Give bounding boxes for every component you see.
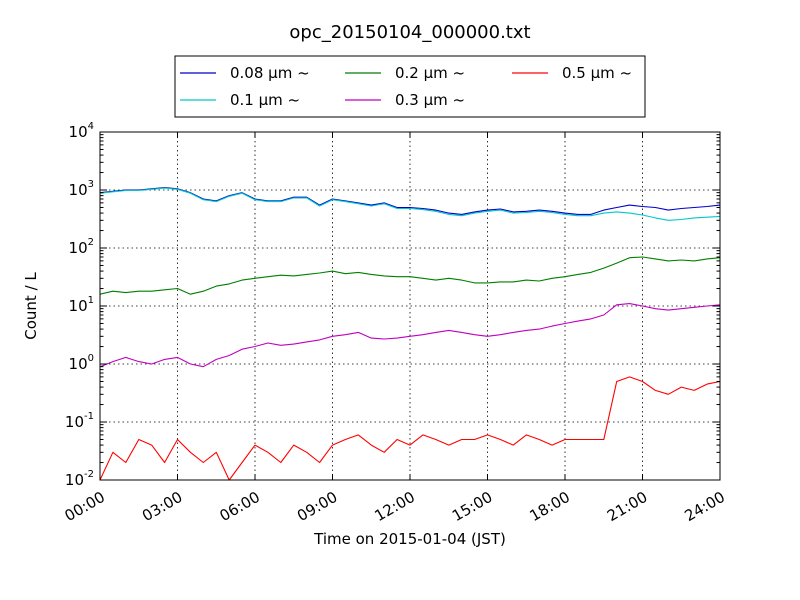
legend-label-3: 0.2 μm ~ — [395, 64, 465, 82]
legend-label-5: 0.5 μm ~ — [562, 64, 632, 82]
legend: 0.08 μm ~ 0.1 μm ~ 0.2 μm ~ 0.3 μm ~ 0.5 μm … — [174, 55, 646, 118]
series-line-2 — [99, 187, 721, 221]
y-tick-label: 104 — [69, 121, 94, 141]
x-axis-label: Time on 2015-01-04 (JST) — [313, 530, 506, 548]
legend-frame — [174, 55, 646, 118]
chart-title: opc_20150104_000000.txt — [289, 22, 530, 43]
y-tick-label: 10-1 — [65, 411, 94, 431]
y-tick-label: 102 — [69, 237, 94, 257]
series-line-4 — [99, 303, 721, 368]
y-axis-label: Count / L — [22, 272, 40, 340]
series-layer — [99, 187, 721, 481]
series-line-1 — [99, 187, 721, 215]
tick-layer — [99, 131, 721, 481]
legend-label-1: 0.08 μm ~ — [230, 64, 310, 82]
y-tick-label: 100 — [69, 353, 94, 373]
y-tick-label: 10-2 — [65, 469, 94, 489]
series-line-3 — [99, 256, 721, 295]
y-tick-label: 103 — [69, 179, 94, 199]
y-tick-labels: 10-2 10-1 100 101 102 103 104 — [65, 121, 94, 489]
y-tick-label: 101 — [69, 295, 94, 315]
legend-label-4: 0.3 μm ~ — [395, 91, 465, 109]
series-line-5 — [99, 376, 721, 481]
legend-label-2: 0.1 μm ~ — [230, 91, 300, 109]
